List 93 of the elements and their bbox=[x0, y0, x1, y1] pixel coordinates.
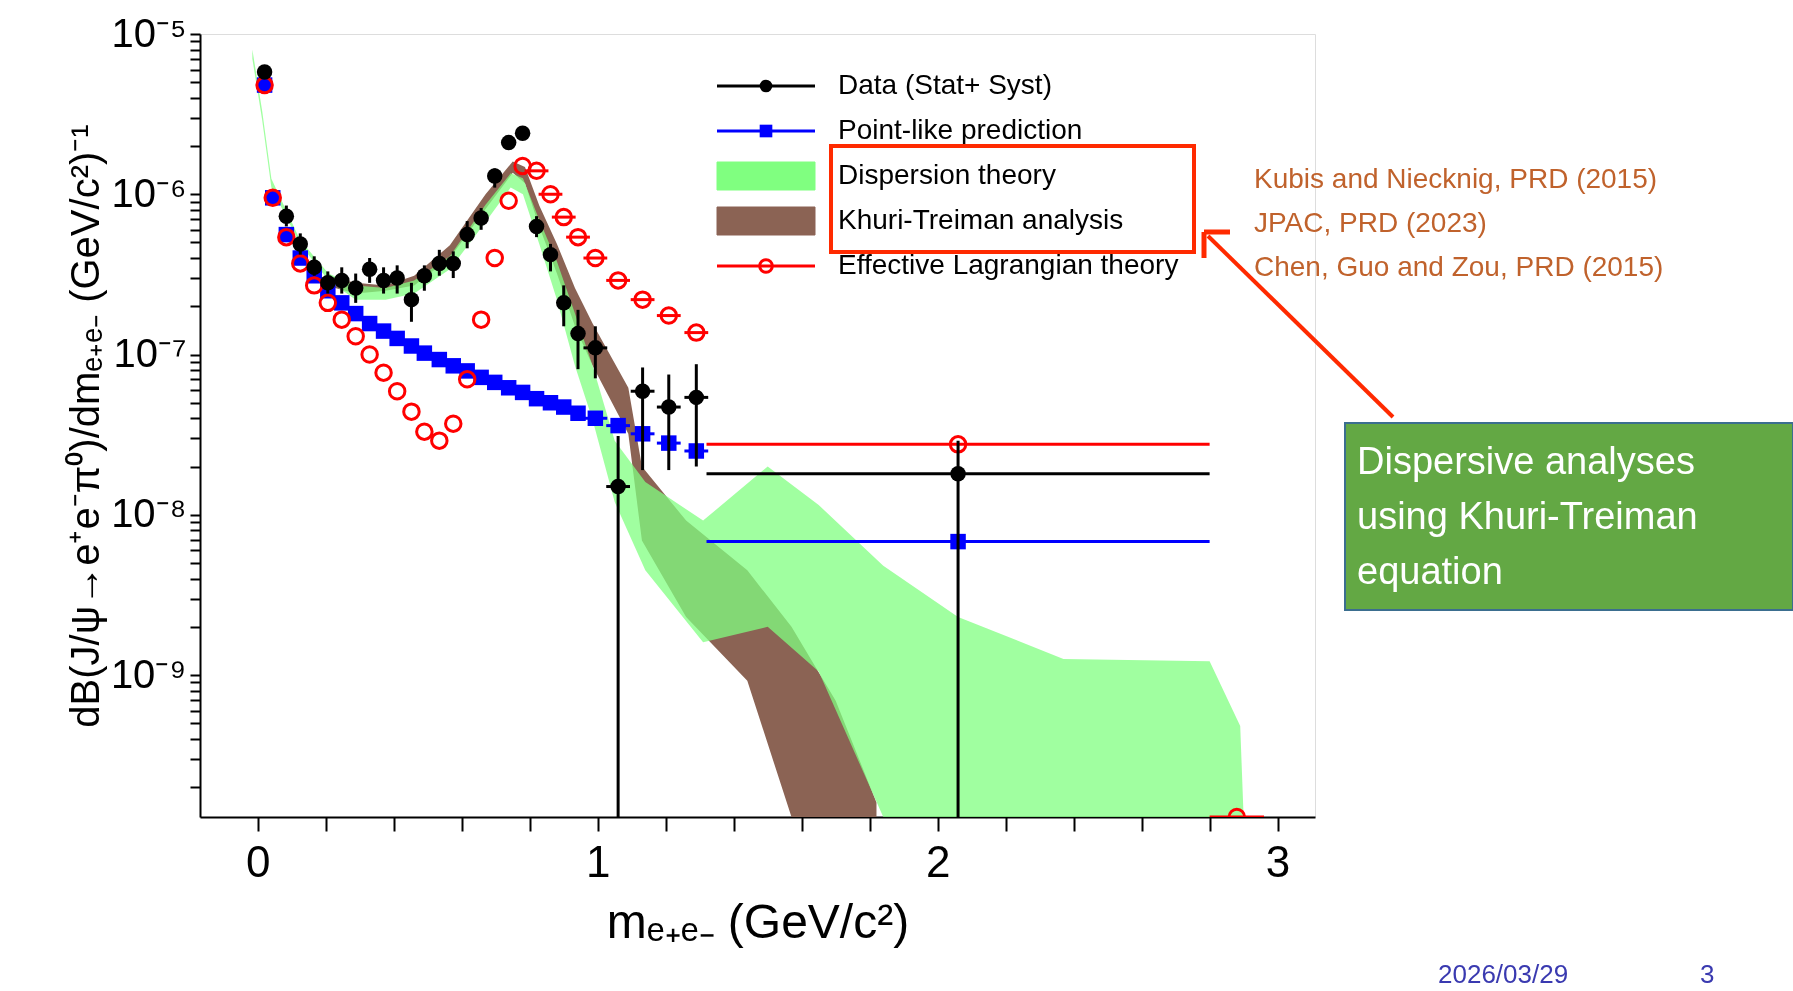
point bbox=[444, 414, 463, 433]
point bbox=[514, 125, 531, 142]
point bbox=[608, 271, 628, 290]
point bbox=[346, 327, 365, 346]
x-tick-label: 0 bbox=[246, 836, 271, 886]
point bbox=[554, 207, 573, 227]
point bbox=[292, 236, 309, 252]
point bbox=[542, 246, 559, 263]
y-tick-label: 10⁻⁸ bbox=[111, 491, 187, 536]
legend-label: Point-like prediction bbox=[838, 114, 1083, 145]
point bbox=[687, 323, 706, 342]
point bbox=[361, 315, 378, 332]
point bbox=[431, 351, 448, 368]
point bbox=[416, 268, 433, 284]
x-axis-title: mₑ₊ₑ₋ (GeV/c²) bbox=[606, 894, 910, 948]
point bbox=[587, 410, 604, 427]
point bbox=[389, 270, 405, 286]
point bbox=[948, 435, 968, 454]
point bbox=[403, 291, 420, 308]
y-tick-label: 10⁻⁶ bbox=[111, 170, 187, 215]
point bbox=[375, 272, 392, 289]
x-tick-label: 1 bbox=[585, 836, 611, 886]
point bbox=[471, 310, 491, 329]
point bbox=[277, 227, 296, 247]
point bbox=[374, 363, 393, 382]
x-tick-label: 3 bbox=[1265, 836, 1291, 886]
point bbox=[416, 345, 433, 361]
point bbox=[291, 254, 310, 273]
point bbox=[514, 384, 531, 401]
point bbox=[256, 64, 273, 80]
point bbox=[320, 275, 336, 291]
point bbox=[318, 293, 338, 313]
point bbox=[459, 226, 475, 243]
point bbox=[347, 280, 364, 296]
point bbox=[555, 295, 572, 311]
point bbox=[334, 272, 350, 289]
point bbox=[361, 261, 378, 278]
text: 2026/03/29 bbox=[1438, 959, 1569, 989]
point bbox=[587, 340, 604, 356]
annotation: JPAC, PRD (2023) bbox=[1254, 207, 1487, 238]
point bbox=[278, 208, 295, 224]
point bbox=[445, 255, 461, 272]
point bbox=[375, 323, 392, 339]
x-tick-label: 2 bbox=[925, 836, 951, 886]
point bbox=[528, 218, 545, 235]
point bbox=[486, 374, 503, 391]
point bbox=[610, 478, 626, 495]
point bbox=[402, 402, 421, 421]
point bbox=[634, 383, 651, 399]
point bbox=[430, 431, 449, 450]
point bbox=[486, 168, 503, 184]
point bbox=[527, 161, 546, 181]
annotation: Chen, Guo and Zou, PRD (2015) bbox=[1254, 251, 1664, 282]
y-tick-label: 10⁻⁵ bbox=[111, 10, 187, 55]
point bbox=[403, 338, 420, 354]
point bbox=[570, 405, 586, 421]
legend-label: Dispersion theory bbox=[838, 159, 1056, 190]
y-axis-title: dB(J/ψ→e⁺e⁻π⁰)/dmₑ₊ₑ₋ (GeV/c²)⁻¹ bbox=[62, 124, 107, 728]
point bbox=[555, 399, 572, 415]
text: Dispersive analyses using Khuri-Treiman equation bbox=[1357, 440, 1698, 592]
point bbox=[659, 306, 679, 325]
point bbox=[633, 290, 652, 309]
point bbox=[541, 185, 560, 204]
point bbox=[513, 156, 532, 176]
point bbox=[500, 134, 517, 151]
legend-label: Effective Lagrangian theory bbox=[838, 249, 1179, 280]
text: 3 bbox=[1700, 959, 1715, 989]
point bbox=[568, 227, 588, 247]
point bbox=[387, 381, 407, 401]
point bbox=[586, 248, 605, 268]
legend-label: Data (Stat+ Syst) bbox=[838, 69, 1052, 100]
point bbox=[457, 370, 477, 389]
point bbox=[499, 191, 518, 211]
point bbox=[304, 276, 324, 295]
point bbox=[500, 380, 517, 396]
point bbox=[389, 330, 405, 347]
annotation: Kubis and Niecknig, PRD (2015) bbox=[1254, 163, 1658, 194]
point bbox=[306, 259, 322, 276]
point bbox=[688, 389, 705, 406]
point bbox=[485, 248, 504, 268]
point bbox=[445, 358, 461, 374]
point bbox=[360, 345, 379, 364]
legend-label: Khuri-Treiman analysis bbox=[838, 204, 1124, 235]
point bbox=[332, 310, 351, 329]
point bbox=[950, 466, 966, 482]
y-tick-label: 10⁻⁷ bbox=[113, 331, 187, 375]
point bbox=[570, 325, 586, 342]
point bbox=[415, 422, 434, 441]
point bbox=[661, 399, 677, 415]
point bbox=[610, 417, 626, 434]
point bbox=[473, 210, 489, 226]
point bbox=[431, 255, 448, 272]
y-tick-label: 10⁻⁹ bbox=[110, 651, 187, 696]
